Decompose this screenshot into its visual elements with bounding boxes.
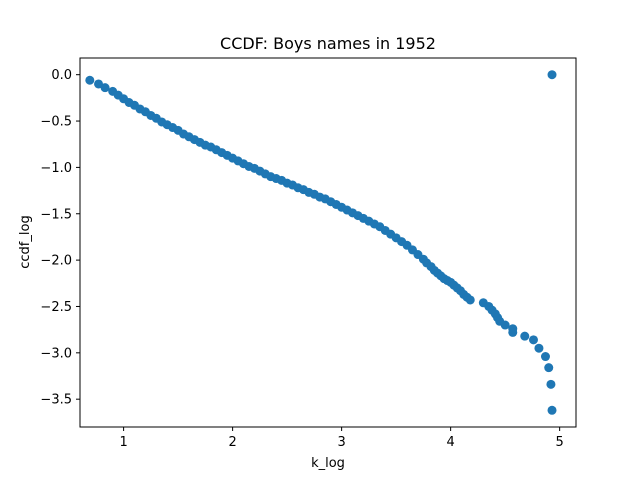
y-tick-label: −3.0: [40, 346, 72, 361]
data-point: [508, 327, 518, 337]
axes-frame: [79, 57, 577, 428]
data-point: [500, 320, 510, 330]
y-axis: 0.0 −0.5 −1.0 −1.5 −2.0 −2.5 −3.0 −3.5: [40, 68, 80, 408]
y-tick-label: −1.5: [40, 207, 72, 222]
data-point: [528, 335, 538, 345]
data-point: [534, 343, 544, 353]
data-point: [547, 70, 557, 80]
y-tick-label: 0.0: [51, 68, 72, 83]
x-tick-label: 5: [556, 435, 564, 450]
chart-title: CCDF: Boys names in 1952: [220, 34, 436, 53]
data-point: [94, 79, 104, 89]
data-point: [544, 363, 554, 373]
data-point: [547, 405, 557, 415]
y-tick-label: −3.5: [40, 393, 72, 408]
data-point: [85, 75, 95, 85]
y-tick-label: −0.5: [40, 115, 72, 130]
x-tick-label: 2: [228, 435, 236, 450]
data-point: [100, 83, 110, 93]
y-tick-label: −1.0: [40, 161, 72, 176]
data-point: [540, 352, 550, 362]
x-axis: 1 2 3 4 5: [119, 427, 564, 450]
x-tick-label: 3: [337, 435, 345, 450]
data-point: [546, 379, 556, 389]
x-tick-label: 1: [119, 435, 127, 450]
y-tick-label: −2.0: [40, 254, 72, 269]
y-axis-label: ccdf_log: [18, 215, 33, 268]
data-point: [465, 295, 475, 305]
x-axis-label: k_log: [311, 456, 345, 471]
x-tick-label: 4: [446, 435, 454, 450]
y-tick-label: −2.5: [40, 300, 72, 315]
data-point: [520, 331, 530, 341]
plot-area: [85, 70, 557, 415]
